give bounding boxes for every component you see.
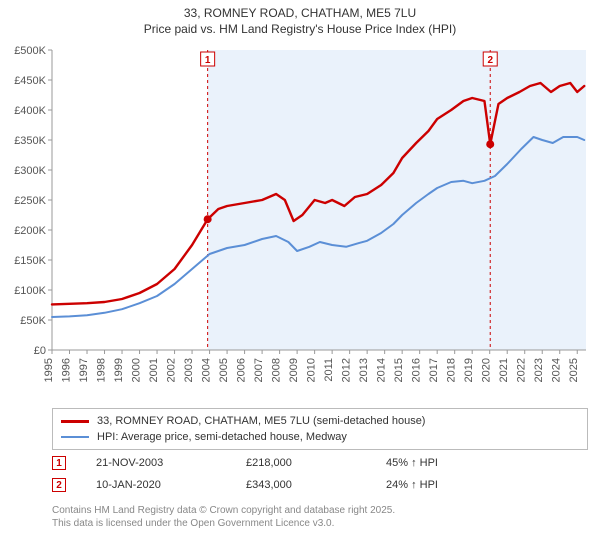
title-subtitle: Price paid vs. HM Land Registry's House … <box>0 22 600 38</box>
svg-text:2022: 2022 <box>516 358 528 382</box>
svg-text:£150K: £150K <box>14 255 46 267</box>
svg-text:2024: 2024 <box>551 358 563 382</box>
sale-row: 2 10-JAN-2020£343,00024% ↑ HPI <box>52 474 588 496</box>
svg-text:2006: 2006 <box>236 358 248 382</box>
svg-text:2021: 2021 <box>498 358 510 382</box>
svg-text:2010: 2010 <box>306 358 318 382</box>
svg-text:2014: 2014 <box>376 358 388 382</box>
svg-text:2009: 2009 <box>288 358 300 382</box>
svg-text:2008: 2008 <box>271 358 283 382</box>
svg-text:2004: 2004 <box>201 358 213 382</box>
legend-label: 33, ROMNEY ROAD, CHATHAM, ME5 7LU (semi-… <box>97 415 425 427</box>
svg-text:2011: 2011 <box>323 358 335 382</box>
footer-attribution: Contains HM Land Registry data © Crown c… <box>52 504 588 530</box>
sale-date: 10-JAN-2020 <box>96 479 246 491</box>
sale-date: 21-NOV-2003 <box>96 457 246 469</box>
svg-text:£250K: £250K <box>14 195 46 207</box>
svg-text:2023: 2023 <box>533 358 545 382</box>
svg-text:2: 2 <box>487 55 493 66</box>
sale-marker: 2 <box>52 478 66 492</box>
sale-price: £343,000 <box>246 479 386 491</box>
svg-text:1996: 1996 <box>61 358 73 382</box>
footer-line1: Contains HM Land Registry data © Crown c… <box>52 504 588 517</box>
svg-text:1: 1 <box>205 55 211 66</box>
svg-text:£500K: £500K <box>14 45 46 57</box>
svg-text:2003: 2003 <box>183 358 195 382</box>
svg-text:2017: 2017 <box>428 358 440 382</box>
svg-text:2019: 2019 <box>463 358 475 382</box>
legend-item: HPI: Average price, semi-detached house,… <box>61 429 579 445</box>
svg-text:2016: 2016 <box>411 358 423 382</box>
legend-swatch <box>61 436 89 438</box>
sale-row: 1 21-NOV-2003£218,00045% ↑ HPI <box>52 452 588 474</box>
title-address: 33, ROMNEY ROAD, CHATHAM, ME5 7LU <box>0 6 600 22</box>
svg-text:£450K: £450K <box>14 75 46 87</box>
svg-text:2000: 2000 <box>131 358 143 382</box>
svg-text:£0: £0 <box>34 345 46 357</box>
chart-area: £0 £50K £100K £150K £200K £250K £300K £350K £400… <box>6 44 594 400</box>
legend: 33, ROMNEY ROAD, CHATHAM, ME5 7LU (semi-… <box>52 408 588 450</box>
chart-title-block: 33, ROMNEY ROAD, CHATHAM, ME5 7LU Price … <box>0 0 600 37</box>
svg-text:1999: 1999 <box>113 358 125 382</box>
svg-text:2025: 2025 <box>568 358 580 382</box>
sale-pct: 24% ↑ HPI <box>386 479 506 491</box>
svg-text:2012: 2012 <box>341 358 353 382</box>
sale-price: £218,000 <box>246 457 386 469</box>
svg-text:1997: 1997 <box>78 358 90 382</box>
sale-pct: 45% ↑ HPI <box>386 457 506 469</box>
svg-text:2005: 2005 <box>218 358 230 382</box>
svg-text:1995: 1995 <box>43 358 55 382</box>
svg-text:£300K: £300K <box>14 165 46 177</box>
svg-text:£400K: £400K <box>14 105 46 117</box>
svg-text:£100K: £100K <box>14 285 46 297</box>
sales-table: 1 21-NOV-2003£218,00045% ↑ HPI 2 10-JAN-202… <box>52 452 588 496</box>
svg-text:2018: 2018 <box>446 358 458 382</box>
legend-label: HPI: Average price, semi-detached house,… <box>97 431 347 443</box>
chart-svg: £0 £50K £100K £150K £200K £250K £300K £350K £400… <box>6 44 594 400</box>
svg-text:£200K: £200K <box>14 225 46 237</box>
svg-text:2013: 2013 <box>358 358 370 382</box>
legend-item: 33, ROMNEY ROAD, CHATHAM, ME5 7LU (semi-… <box>61 413 579 429</box>
svg-text:2020: 2020 <box>481 358 493 382</box>
sale-marker: 1 <box>52 456 66 470</box>
svg-text:2015: 2015 <box>393 358 405 382</box>
footer-line2: This data is licensed under the Open Gov… <box>52 517 588 530</box>
svg-text:£350K: £350K <box>14 135 46 147</box>
svg-text:£50K: £50K <box>20 315 46 327</box>
svg-text:2002: 2002 <box>166 358 178 382</box>
legend-swatch <box>61 420 89 423</box>
svg-text:2007: 2007 <box>253 358 265 382</box>
svg-text:2001: 2001 <box>148 358 160 382</box>
svg-text:1998: 1998 <box>96 358 108 382</box>
